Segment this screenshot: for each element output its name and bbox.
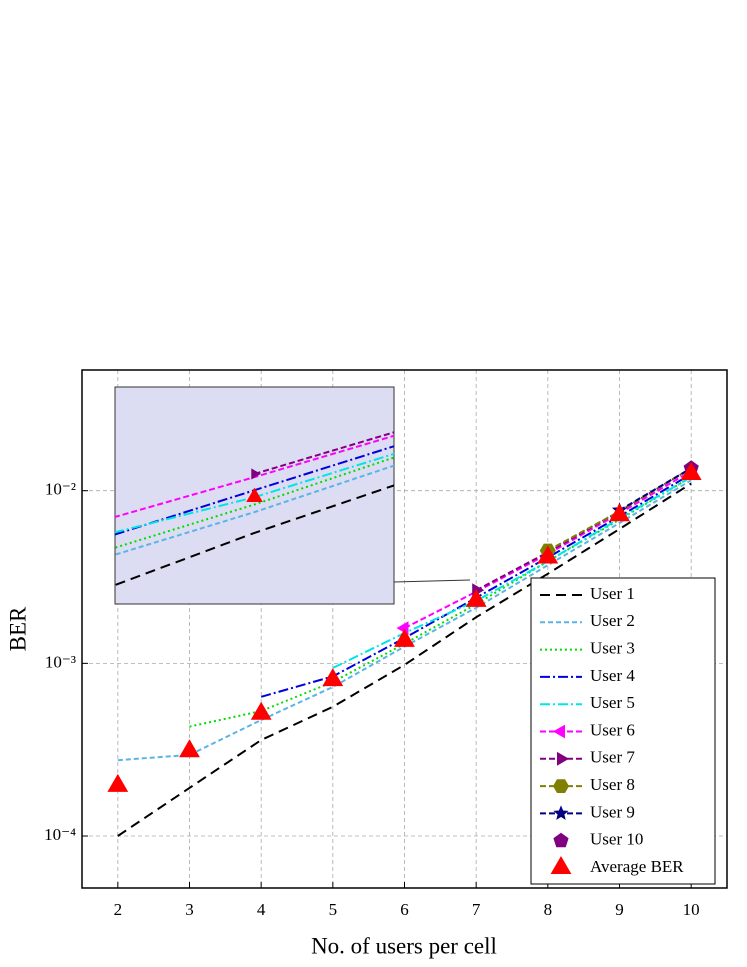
- marker: [246, 487, 263, 502]
- series-line: [117, 482, 692, 837]
- legend-label: User 7: [590, 748, 635, 767]
- series-line: [618, 467, 692, 512]
- series-line: [404, 470, 692, 629]
- legend-label: User 2: [590, 611, 635, 630]
- plot-area: [107, 460, 702, 837]
- marker: [609, 503, 630, 522]
- marker: [527, 382, 540, 393]
- legend-label: Average BER: [590, 857, 684, 876]
- x-tick-label: 7: [472, 900, 481, 919]
- x-tick-label: 5: [329, 900, 338, 919]
- marker: [107, 773, 129, 792]
- x-tick-label: 4: [257, 900, 266, 919]
- y-tick-label: 10⁻³: [45, 652, 76, 671]
- x-tick-label: 2: [114, 900, 123, 919]
- x-axis-label: No. of users per cell: [311, 933, 497, 958]
- legend-marker: [550, 856, 572, 874]
- legend-marker: [553, 724, 565, 739]
- marker: [525, 393, 542, 407]
- marker: [394, 628, 415, 647]
- axes: 2 3 4 5 6 7 8 9 10 10⁻⁴ 10⁻³ 10⁻²: [44, 480, 700, 919]
- x-tick-label: 6: [400, 900, 409, 919]
- marker: [537, 545, 559, 564]
- y-tick-label: 10⁻⁴: [44, 825, 76, 844]
- legend: User 1 User 2 User 3 User 4 User 5 User 6 User…: [540, 584, 684, 876]
- x-tick-label: 8: [544, 900, 553, 919]
- legend-marker: [553, 779, 569, 793]
- legend-label: User 6: [590, 720, 635, 739]
- legend-label: User 4: [590, 666, 635, 685]
- series-line: [115, 434, 394, 518]
- legend-marker: [557, 751, 569, 766]
- marker: [251, 468, 261, 480]
- series-line: [332, 476, 692, 669]
- marker: [680, 462, 702, 480]
- marker: [322, 668, 344, 687]
- legend-label: User 8: [590, 775, 635, 794]
- legend-label: User 1: [590, 584, 635, 603]
- series-line: [534, 207, 747, 387]
- x-tick-label: 10: [683, 900, 700, 919]
- x-tick-label: 9: [615, 900, 624, 919]
- y-tick-label: 10⁻²: [45, 480, 76, 499]
- legend-label: User 5: [590, 693, 635, 712]
- legend-label: User 10: [590, 830, 643, 849]
- inset: [115, 207, 747, 587]
- marker: [250, 701, 272, 720]
- legend-marker: [553, 805, 569, 820]
- zoom-connector: [393, 579, 471, 583]
- x-tick-label: 3: [185, 900, 194, 919]
- legend-marker: [553, 832, 569, 848]
- y-axis-label: BER: [5, 606, 30, 651]
- marker: [465, 588, 487, 607]
- legend-label: User 3: [590, 639, 635, 658]
- legend-label: User 9: [590, 802, 635, 821]
- marker: [179, 739, 200, 758]
